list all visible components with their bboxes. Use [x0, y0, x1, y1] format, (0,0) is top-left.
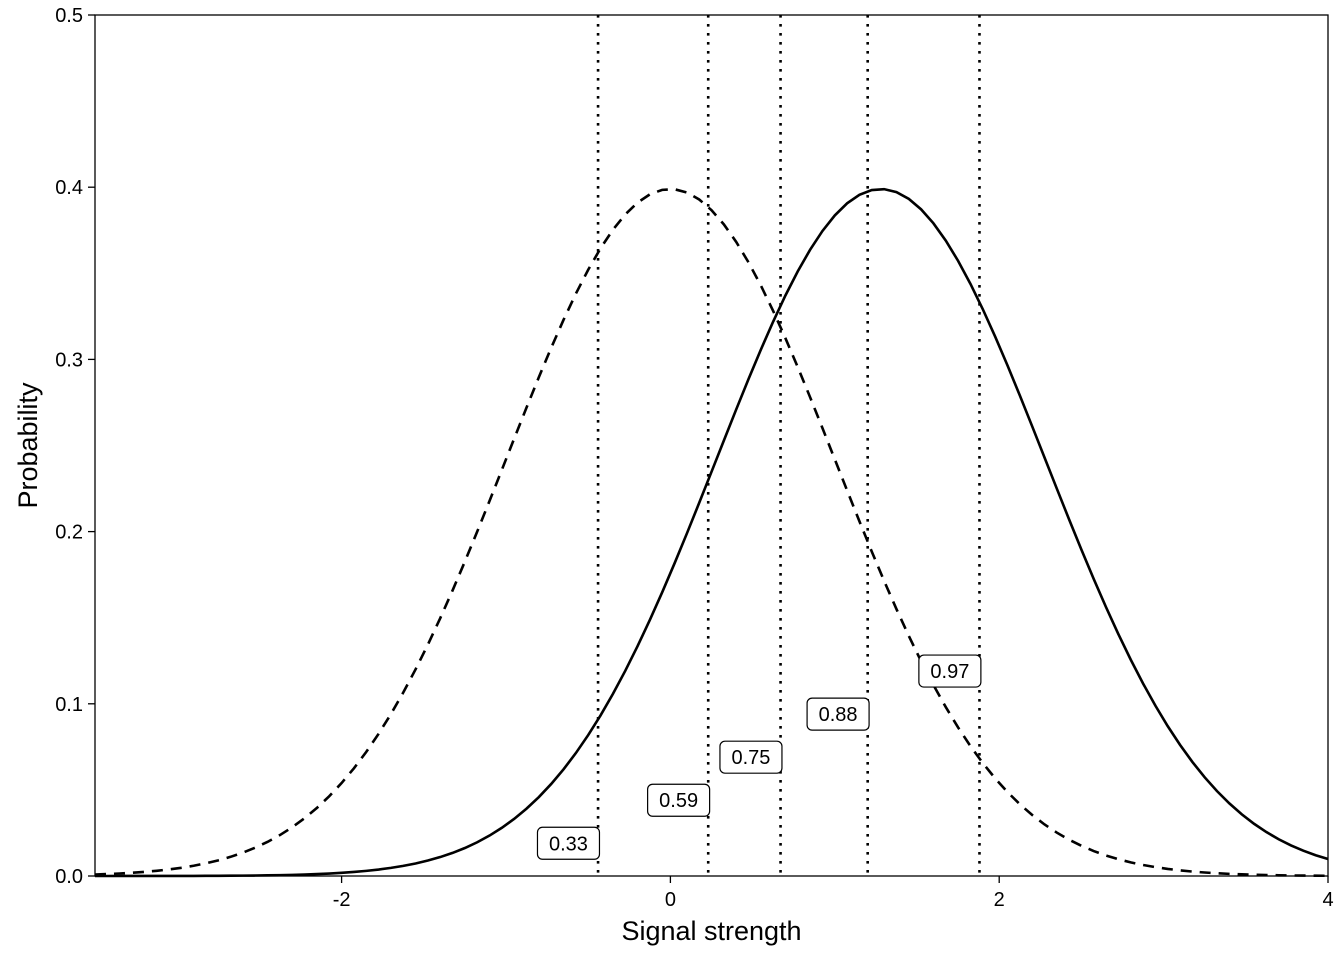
y-tick-label: 0.2 — [55, 522, 83, 544]
y-tick-label: 0.5 — [55, 5, 83, 27]
threshold-label-text: 0.59 — [659, 790, 698, 812]
x-tick-label: 0 — [665, 889, 676, 911]
y-axis-title: Probability — [13, 382, 43, 509]
threshold-label-text: 0.88 — [819, 704, 858, 726]
y-tick-label: 0.3 — [55, 349, 83, 371]
curves-group — [94, 187, 1329, 878]
x-tick-label: 2 — [994, 889, 1005, 911]
x-axis-title: Signal strength — [621, 916, 801, 946]
threshold-label-box — [806, 697, 870, 731]
axes-group: -2 0 2 4 0.0 0.1 0.2 0.3 0.4 0.5 — [55, 5, 1333, 911]
threshold-label-text: 0.75 — [731, 747, 770, 769]
threshold-label-box — [719, 740, 783, 774]
threshold-label-1: 0.33 — [536, 826, 601, 860]
threshold-labels-group: 0.33 0.59 0.75 0.88 0.97 — [536, 654, 982, 860]
threshold-label-2: 0.59 — [647, 783, 711, 817]
threshold-label-text: 0.97 — [930, 661, 969, 683]
y-tick-label: 0.0 — [55, 866, 83, 888]
x-tick-label: -2 — [333, 889, 351, 911]
threshold-label-box — [536, 826, 601, 860]
plot-frame — [94, 14, 1329, 877]
y-tick-label: 0.4 — [55, 177, 83, 199]
threshold-label-box — [918, 654, 982, 688]
threshold-label-text: 0.33 — [549, 833, 588, 855]
threshold-lines-group — [596, 15, 981, 876]
threshold-label-4: 0.88 — [806, 697, 870, 731]
dashed-curve-line — [94, 187, 1329, 878]
threshold-label-5: 0.97 — [918, 654, 982, 688]
threshold-label-box — [647, 783, 711, 817]
x-tick-label: 4 — [1322, 889, 1333, 911]
y-tick-label: 0.1 — [55, 694, 83, 716]
solid-curve-line — [95, 187, 1329, 878]
threshold-label-3: 0.75 — [719, 740, 783, 774]
